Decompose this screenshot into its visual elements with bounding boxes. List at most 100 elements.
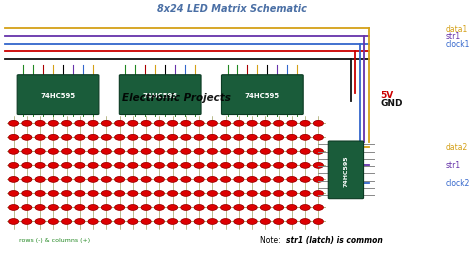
- Circle shape: [155, 219, 164, 224]
- Circle shape: [208, 121, 217, 126]
- Circle shape: [274, 163, 283, 168]
- Circle shape: [89, 191, 98, 196]
- Circle shape: [208, 205, 217, 210]
- Circle shape: [168, 135, 177, 140]
- Circle shape: [115, 121, 124, 126]
- Circle shape: [208, 191, 217, 196]
- Circle shape: [141, 121, 151, 126]
- Circle shape: [274, 191, 283, 196]
- Circle shape: [287, 219, 297, 224]
- Circle shape: [314, 149, 323, 154]
- Circle shape: [287, 163, 297, 168]
- Text: 74HC595: 74HC595: [344, 154, 348, 186]
- Circle shape: [208, 177, 217, 182]
- Circle shape: [261, 163, 270, 168]
- Circle shape: [221, 135, 230, 140]
- Circle shape: [49, 177, 58, 182]
- Circle shape: [287, 149, 297, 154]
- Circle shape: [234, 177, 244, 182]
- Circle shape: [261, 191, 270, 196]
- Circle shape: [301, 177, 310, 182]
- Text: 5V: 5V: [381, 91, 394, 100]
- Circle shape: [221, 177, 230, 182]
- Circle shape: [287, 191, 297, 196]
- Circle shape: [141, 205, 151, 210]
- Circle shape: [168, 191, 177, 196]
- Circle shape: [62, 135, 71, 140]
- Text: str1 (latch) is common: str1 (latch) is common: [285, 235, 383, 245]
- Text: clock1: clock1: [446, 40, 470, 49]
- Circle shape: [274, 177, 283, 182]
- Text: clock2: clock2: [446, 178, 470, 187]
- Circle shape: [208, 163, 217, 168]
- Circle shape: [75, 135, 84, 140]
- Circle shape: [36, 191, 45, 196]
- Circle shape: [261, 177, 270, 182]
- Circle shape: [181, 177, 191, 182]
- Circle shape: [155, 121, 164, 126]
- Circle shape: [89, 177, 98, 182]
- Circle shape: [181, 121, 191, 126]
- Circle shape: [301, 163, 310, 168]
- Circle shape: [128, 177, 137, 182]
- Circle shape: [181, 219, 191, 224]
- Circle shape: [49, 219, 58, 224]
- Circle shape: [314, 163, 323, 168]
- Circle shape: [234, 149, 244, 154]
- Circle shape: [22, 219, 31, 224]
- Circle shape: [89, 219, 98, 224]
- Circle shape: [234, 121, 244, 126]
- Circle shape: [221, 219, 230, 224]
- Circle shape: [75, 219, 84, 224]
- Circle shape: [247, 149, 257, 154]
- Circle shape: [102, 135, 111, 140]
- Circle shape: [141, 191, 151, 196]
- Circle shape: [36, 149, 45, 154]
- Circle shape: [234, 205, 244, 210]
- Circle shape: [49, 163, 58, 168]
- Circle shape: [168, 163, 177, 168]
- Circle shape: [194, 219, 204, 224]
- Circle shape: [221, 191, 230, 196]
- Circle shape: [128, 163, 137, 168]
- Circle shape: [89, 205, 98, 210]
- Circle shape: [168, 149, 177, 154]
- Circle shape: [234, 163, 244, 168]
- Circle shape: [62, 149, 71, 154]
- Text: 74HC595: 74HC595: [40, 92, 75, 98]
- Circle shape: [181, 163, 191, 168]
- Circle shape: [261, 135, 270, 140]
- Circle shape: [141, 163, 151, 168]
- Circle shape: [128, 191, 137, 196]
- Circle shape: [155, 191, 164, 196]
- FancyBboxPatch shape: [119, 75, 201, 115]
- Circle shape: [62, 219, 71, 224]
- Circle shape: [194, 191, 204, 196]
- Circle shape: [314, 205, 323, 210]
- Circle shape: [128, 205, 137, 210]
- Circle shape: [115, 135, 124, 140]
- Circle shape: [261, 205, 270, 210]
- Circle shape: [102, 177, 111, 182]
- Circle shape: [314, 177, 323, 182]
- Circle shape: [49, 135, 58, 140]
- Circle shape: [155, 149, 164, 154]
- Circle shape: [194, 205, 204, 210]
- Circle shape: [274, 205, 283, 210]
- Circle shape: [102, 191, 111, 196]
- Circle shape: [247, 135, 257, 140]
- Circle shape: [155, 205, 164, 210]
- Circle shape: [168, 121, 177, 126]
- Circle shape: [314, 135, 323, 140]
- Circle shape: [75, 177, 84, 182]
- Circle shape: [141, 149, 151, 154]
- Circle shape: [36, 121, 45, 126]
- Circle shape: [62, 205, 71, 210]
- Circle shape: [36, 205, 45, 210]
- Circle shape: [9, 163, 18, 168]
- Circle shape: [247, 177, 257, 182]
- Circle shape: [141, 177, 151, 182]
- Circle shape: [115, 205, 124, 210]
- Circle shape: [247, 163, 257, 168]
- Circle shape: [234, 191, 244, 196]
